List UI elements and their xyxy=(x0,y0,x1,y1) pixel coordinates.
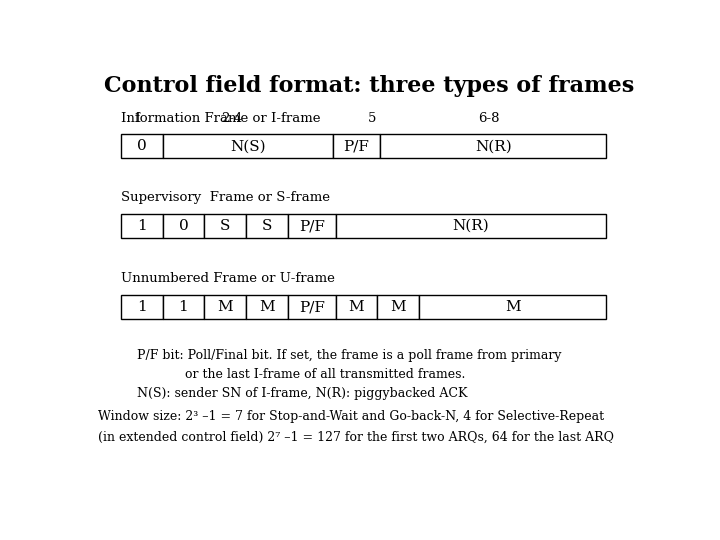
Text: P/F: P/F xyxy=(299,219,325,233)
Text: 0: 0 xyxy=(179,219,189,233)
Bar xyxy=(121,295,163,319)
Text: or the last I-frame of all transmitted frames.: or the last I-frame of all transmitted f… xyxy=(138,368,466,381)
Text: P/F bit: Poll/Final bit. If set, the frame is a poll frame from primary: P/F bit: Poll/Final bit. If set, the fra… xyxy=(138,349,562,362)
Text: P/F: P/F xyxy=(299,300,325,314)
Text: 2-4: 2-4 xyxy=(222,112,243,125)
Text: Information Frame or I-frame: Information Frame or I-frame xyxy=(121,112,320,125)
Text: N(R): N(R) xyxy=(452,219,489,233)
Bar xyxy=(380,134,606,158)
Text: Control field format: three types of frames: Control field format: three types of fra… xyxy=(104,75,634,97)
Bar xyxy=(121,214,163,238)
Text: 1: 1 xyxy=(137,300,146,314)
Text: N(S): sender SN of I-frame, N(R): piggybacked ACK: N(S): sender SN of I-frame, N(R): piggyb… xyxy=(138,387,468,400)
Bar xyxy=(419,295,606,319)
Text: Window size: 2³ –1 = 7 for Stop-and-Wait and Go-back-N, 4 for Selective-Repeat: Window size: 2³ –1 = 7 for Stop-and-Wait… xyxy=(99,410,605,423)
Text: 1: 1 xyxy=(137,219,146,233)
Text: 1: 1 xyxy=(133,112,142,125)
Text: M: M xyxy=(217,300,233,314)
Bar xyxy=(163,295,204,319)
Text: S: S xyxy=(220,219,230,233)
Bar xyxy=(204,295,246,319)
Text: (in extended control field) 2⁷ –1 = 127 for the first two ARQs, 64 for the last : (in extended control field) 2⁷ –1 = 127 … xyxy=(99,430,614,443)
Text: Unnumbered Frame or U-frame: Unnumbered Frame or U-frame xyxy=(121,272,335,285)
Text: 5: 5 xyxy=(368,112,376,125)
Text: M: M xyxy=(348,300,364,314)
Text: 1: 1 xyxy=(179,300,189,314)
Bar xyxy=(336,214,606,238)
Text: N(R): N(R) xyxy=(474,139,511,153)
Text: M: M xyxy=(259,300,275,314)
Text: 0: 0 xyxy=(137,139,146,153)
Bar xyxy=(336,295,377,319)
Bar xyxy=(333,134,380,158)
Bar xyxy=(288,295,336,319)
Bar xyxy=(246,295,288,319)
Text: P/F: P/F xyxy=(343,139,369,153)
Bar xyxy=(246,214,288,238)
Text: M: M xyxy=(390,300,406,314)
Text: S: S xyxy=(262,219,272,233)
Text: 6-8: 6-8 xyxy=(478,112,500,125)
Text: Supervisory  Frame or S-frame: Supervisory Frame or S-frame xyxy=(121,191,330,204)
Text: M: M xyxy=(505,300,521,314)
Bar xyxy=(163,214,204,238)
Bar xyxy=(377,295,419,319)
Bar xyxy=(121,134,163,158)
Bar xyxy=(163,134,333,158)
Text: N(S): N(S) xyxy=(230,139,266,153)
Bar xyxy=(288,214,336,238)
Bar xyxy=(204,214,246,238)
